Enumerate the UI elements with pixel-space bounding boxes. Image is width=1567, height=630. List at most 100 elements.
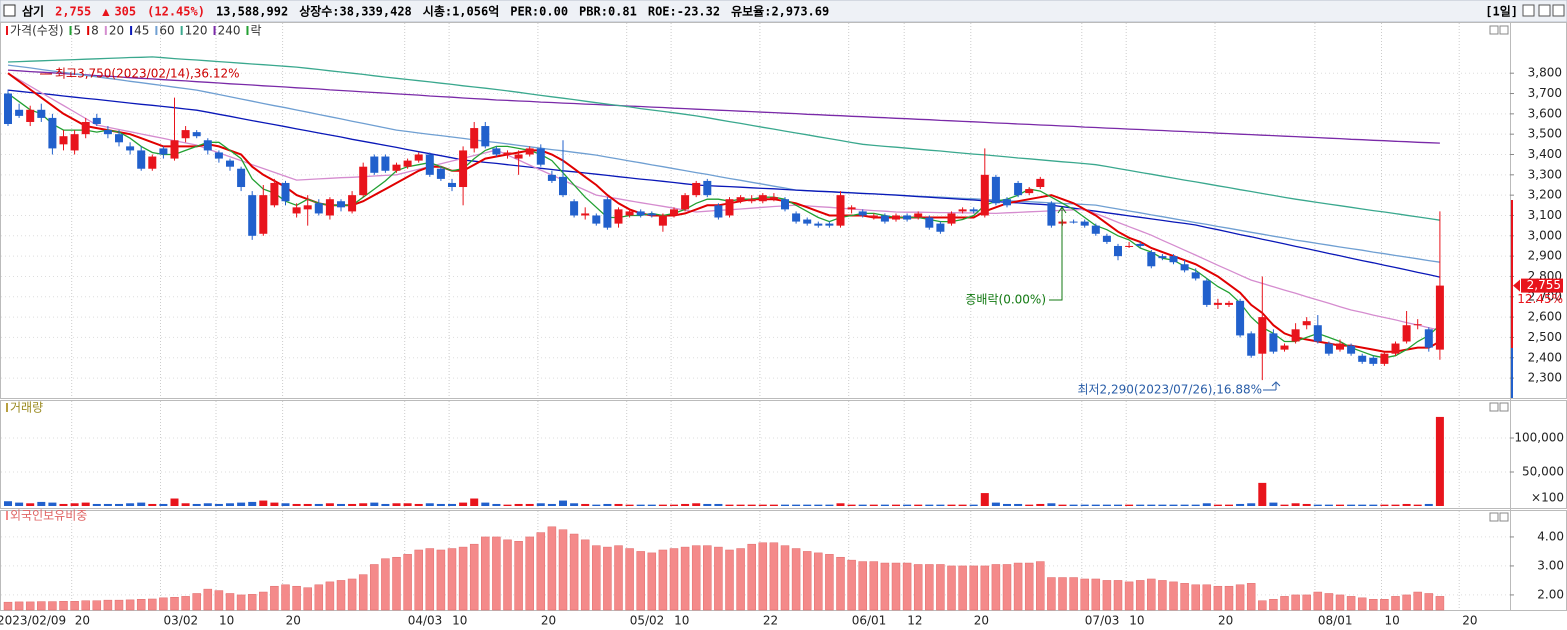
bar: [103, 599, 113, 611]
bar: [492, 503, 501, 506]
bar: [214, 503, 223, 506]
bar: [1213, 585, 1223, 611]
bar: [1258, 600, 1267, 611]
candle-body: [725, 199, 734, 216]
candle-body: [159, 148, 168, 155]
bar: [592, 504, 601, 506]
bar: [1114, 504, 1122, 506]
candle-body: [769, 197, 778, 200]
bar: [1136, 504, 1145, 506]
candle-body: [1225, 302, 1233, 305]
candle-body: [37, 109, 46, 118]
bar: [1402, 503, 1411, 506]
bar: [1147, 578, 1156, 611]
x-tick-label: 10: [674, 614, 689, 628]
panel-button[interactable]: [1499, 402, 1509, 412]
bar: [314, 584, 324, 611]
bar: [403, 554, 412, 611]
candle-body: [1369, 357, 1378, 364]
candle-body: [1003, 199, 1011, 206]
bar: [1280, 596, 1289, 611]
checkbox[interactable]: [3, 4, 16, 17]
bar: [292, 585, 301, 611]
bar: [214, 590, 224, 611]
x-tick-label: 22: [763, 614, 778, 628]
candle-body: [781, 199, 789, 210]
bar: [148, 598, 157, 611]
close-button[interactable]: [1552, 4, 1565, 17]
candle-body: [192, 132, 201, 137]
bar: [1003, 503, 1011, 506]
candle-body: [1213, 302, 1222, 305]
bar: [514, 503, 523, 506]
bar: [569, 533, 579, 611]
bar: [747, 504, 756, 506]
candle-body: [1147, 252, 1156, 267]
bar: [237, 502, 246, 506]
y-tick-label: 3.00: [1537, 558, 1564, 572]
candle-body: [991, 176, 1000, 204]
candle-body: [1402, 325, 1411, 342]
bar: [547, 526, 557, 611]
price-tag: [1521, 278, 1563, 293]
candle-body: [348, 195, 357, 212]
bar: [392, 503, 401, 506]
bar: [514, 541, 523, 611]
bar: [758, 542, 768, 611]
bar: [425, 548, 435, 611]
bar: [1424, 593, 1434, 611]
window-button[interactable]: [1522, 4, 1535, 17]
candle-body: [559, 176, 567, 196]
bar: [370, 564, 379, 611]
bar: [980, 565, 990, 611]
panel-button[interactable]: [1489, 512, 1499, 522]
bar: [825, 504, 834, 506]
candle-body: [681, 195, 690, 210]
candle-body: [1413, 324, 1422, 326]
bar: [114, 599, 124, 611]
candle-body: [203, 140, 212, 151]
bar: [81, 502, 90, 506]
bar: [1036, 503, 1045, 506]
bar: [1347, 504, 1356, 506]
bar: [1258, 482, 1267, 506]
bar: [1124, 581, 1134, 611]
bar: [370, 502, 379, 506]
legend-swatch: [130, 26, 133, 35]
bar: [647, 552, 657, 611]
bar: [669, 548, 679, 611]
bar: [159, 597, 168, 611]
bar: [459, 502, 468, 506]
bar: [1369, 504, 1378, 506]
bar: [1224, 585, 1234, 611]
volume-panel: [0, 400, 1567, 509]
bar: [192, 593, 201, 611]
panel-button[interactable]: [1489, 25, 1499, 35]
candle-body: [492, 148, 501, 155]
candle-body: [248, 195, 257, 236]
bar: [503, 504, 512, 506]
x-tick-label: 12: [907, 614, 922, 628]
candle-body: [115, 134, 123, 143]
panel-button[interactable]: [1499, 25, 1509, 35]
panel-button[interactable]: [1489, 402, 1499, 412]
bar: [902, 562, 912, 611]
annotation-arrow: [1263, 381, 1281, 391]
bar: [1102, 580, 1112, 611]
candle-body: [736, 197, 745, 202]
bar: [470, 498, 479, 506]
panel-button[interactable]: [1499, 512, 1509, 522]
bar: [236, 594, 246, 611]
bar: [1435, 416, 1444, 506]
bar: [825, 554, 834, 611]
price-tag-pointer: [1513, 279, 1520, 292]
candle-body: [70, 134, 79, 151]
bar: [503, 539, 512, 611]
legend-swatch: [155, 26, 158, 35]
legend-label: 8: [91, 24, 99, 38]
bar: [1013, 562, 1023, 611]
bar: [559, 500, 567, 506]
x-tick-label: 07/03: [1085, 614, 1120, 628]
bar: [792, 504, 801, 506]
window-button[interactable]: [1538, 4, 1551, 17]
